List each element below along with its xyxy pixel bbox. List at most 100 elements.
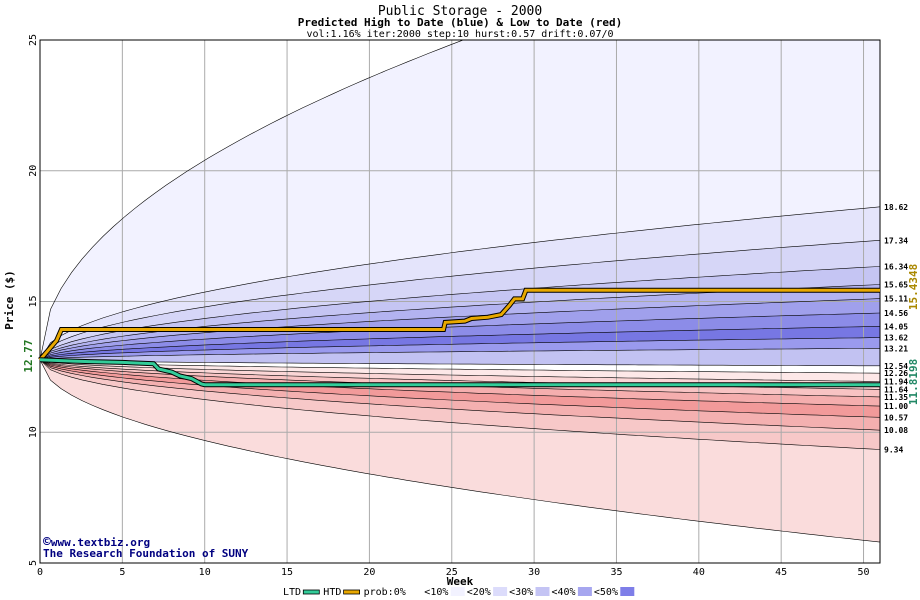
legend-label: <30% — [509, 587, 533, 598]
low-band-7 — [40, 359, 880, 450]
high-band-1 — [40, 40, 880, 360]
x-tick-label: 15 — [281, 567, 293, 578]
low-band-4 — [40, 359, 880, 407]
htd-value-label: 15.4348 — [907, 264, 920, 310]
level-label: 15.11 — [884, 295, 908, 304]
legend-band-swatch — [620, 587, 635, 596]
level-label: 11.94 — [884, 378, 908, 387]
level-label: 11.35 — [884, 393, 908, 402]
x-tick-label: 25 — [446, 567, 458, 578]
level-curve — [40, 359, 880, 367]
x-tick-label: 30 — [528, 567, 540, 578]
level-label: 15.65 — [884, 281, 908, 290]
level-label: 13.21 — [884, 344, 908, 353]
x-tick-label: 45 — [775, 567, 787, 578]
credits: ©www.textbiz.org The Research Foundation… — [43, 535, 249, 560]
x-tick-label: 35 — [610, 567, 622, 578]
level-label: 10.08 — [884, 426, 908, 435]
level-curve — [40, 326, 880, 361]
legend-band-swatch — [493, 587, 508, 596]
level-lines — [40, 40, 880, 543]
low-band-1 — [40, 359, 880, 382]
high-band-3 — [40, 240, 880, 360]
low-band-8 — [40, 359, 880, 543]
level-curve — [40, 40, 465, 360]
x-tick-label: 0 — [37, 567, 43, 578]
plot-area: 0 5 10 15 20 25 30 35 40 45 5051015202518.6217.341… — [28, 34, 908, 578]
level-label: 9.34 — [884, 446, 903, 455]
htd-line — [38, 288, 880, 361]
x-tick-label: 20 — [363, 567, 375, 578]
copyright-icon: © — [43, 535, 51, 550]
x-tick-label: 10 — [199, 567, 211, 578]
bands — [40, 40, 880, 543]
level-curve — [40, 359, 880, 543]
level-label: 14.56 — [884, 309, 908, 318]
high-band-8 — [40, 326, 880, 360]
level-label: 11.64 — [884, 385, 908, 394]
legend-line-swatch — [302, 589, 320, 595]
level-label: 13.62 — [884, 334, 908, 343]
legend-label: LTD — [283, 587, 301, 598]
level-label: 12.26 — [884, 369, 908, 378]
level-curve — [40, 206, 880, 360]
legend-band-swatch — [577, 587, 592, 596]
low-band-6 — [40, 359, 880, 431]
legend-label: <10% — [424, 587, 448, 598]
level-curve — [40, 359, 880, 418]
plot-frame — [39, 39, 881, 564]
low-band-5 — [40, 359, 880, 418]
y-tick-label: 10 — [28, 426, 39, 438]
level-label: 17.34 — [884, 236, 908, 245]
x-tick-label: 50 — [858, 567, 870, 578]
legend-label: prob:0% — [364, 587, 406, 598]
level-label: 12.54 — [884, 362, 908, 371]
legend-band-swatch — [450, 587, 465, 596]
legend-band-swatch — [408, 587, 423, 596]
high-band-7 — [40, 313, 880, 360]
level-curve — [40, 312, 880, 361]
start-price-label: 12.77 — [22, 339, 35, 372]
level-curve — [40, 359, 880, 450]
level-curve — [40, 359, 880, 407]
chart-subtitle: Predicted High to Date (blue) & Low to D… — [298, 16, 623, 29]
x-axis-label: Week — [447, 575, 474, 588]
level-curve — [40, 359, 880, 382]
ltd-value-label: 11.8198 — [907, 359, 920, 405]
y-tick-label: 25 — [28, 34, 39, 46]
ltd-line — [39, 358, 880, 387]
legend: LTD HTD prob:0% <10% <20% <30% <40% <50% — [283, 587, 635, 598]
legend-line-swatch — [343, 589, 361, 595]
high-band-6 — [40, 298, 880, 360]
low-band-3 — [40, 359, 880, 397]
y-tick-label: 20 — [28, 165, 39, 177]
level-curve — [40, 240, 880, 360]
chart-title: Public Storage - 2000 — [378, 4, 542, 19]
x-tick-label: 40 — [693, 567, 705, 578]
level-label: 10.57 — [884, 413, 908, 422]
high-band-5 — [40, 284, 880, 360]
level-curve — [40, 348, 880, 361]
legend-label: <50% — [594, 587, 618, 598]
legend-label: HTD — [323, 587, 341, 598]
high-band-2 — [40, 206, 880, 360]
low-band-2 — [40, 359, 880, 390]
legend-band-swatch — [535, 587, 550, 596]
legend-label: <40% — [552, 587, 576, 598]
level-label: 16.34 — [884, 262, 908, 271]
y-tick-label: 5 — [28, 560, 39, 566]
level-label: 11.00 — [884, 402, 908, 411]
level-curve — [40, 298, 880, 361]
y-axis-label: Price ($) — [3, 270, 16, 330]
x-tick-label: 5 — [119, 567, 125, 578]
level-curve — [40, 337, 880, 361]
credit-org: The Research Foundation of SUNY — [43, 547, 249, 560]
credit-site[interactable]: ©www.textbiz.org — [43, 535, 150, 550]
chart-params: vol:1.16% iter:2000 step:10 hurst:0.57 d… — [306, 29, 613, 40]
legend-label: <20% — [467, 587, 491, 598]
high-band-10 — [40, 348, 880, 366]
level-curve — [40, 266, 880, 361]
level-curve — [40, 359, 880, 374]
high-band-9 — [40, 337, 880, 360]
